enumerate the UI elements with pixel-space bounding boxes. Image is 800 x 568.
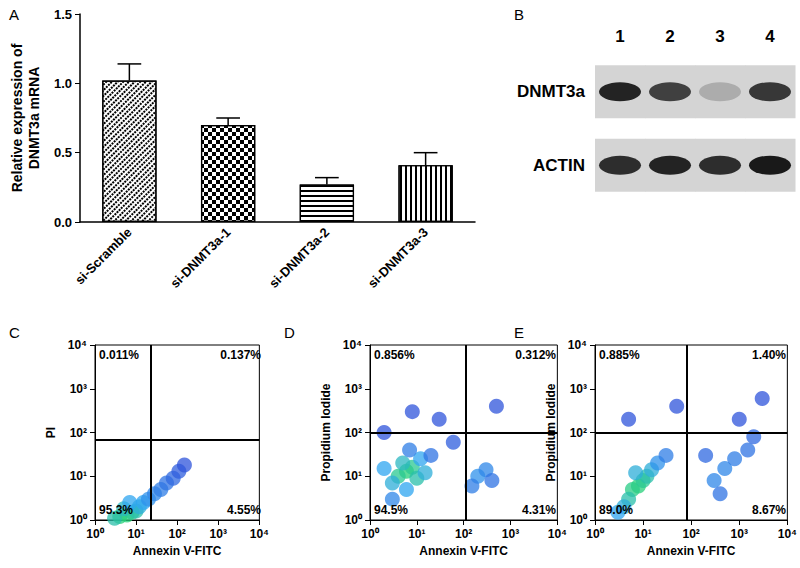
svg-text:PI: PI <box>44 427 58 438</box>
svg-text:10³: 10³ <box>570 382 587 396</box>
svg-text:1.40%: 1.40% <box>752 348 786 362</box>
svg-text:C: C <box>9 324 20 341</box>
svg-text:10⁰: 10⁰ <box>586 527 604 541</box>
svg-text:10²: 10² <box>169 527 186 541</box>
svg-text:si-DNMT3a-2: si-DNMT3a-2 <box>266 225 332 291</box>
svg-text:10³: 10³ <box>731 527 748 541</box>
svg-text:B: B <box>514 6 524 23</box>
svg-text:10¹: 10¹ <box>408 527 425 541</box>
svg-text:si-DNMT3a-3: si-DNMT3a-3 <box>365 225 431 291</box>
svg-text:4.31%: 4.31% <box>522 503 556 517</box>
svg-text:E: E <box>514 324 524 341</box>
svg-text:3: 3 <box>715 27 724 46</box>
svg-text:10¹: 10¹ <box>70 469 87 483</box>
svg-text:0.011%: 0.011% <box>99 348 139 362</box>
svg-text:10³: 10³ <box>345 382 362 396</box>
svg-text:10⁴: 10⁴ <box>250 527 269 541</box>
svg-text:0.0: 0.0 <box>54 215 72 230</box>
svg-text:95.3%: 95.3% <box>99 503 133 517</box>
svg-text:si-Scramble: si-Scramble <box>72 225 135 288</box>
svg-text:4: 4 <box>765 27 775 46</box>
svg-text:10⁴: 10⁴ <box>343 338 362 352</box>
svg-text:0.5: 0.5 <box>54 145 72 160</box>
svg-text:10⁰: 10⁰ <box>86 527 104 541</box>
svg-text:D: D <box>284 324 295 341</box>
svg-text:10¹: 10¹ <box>634 527 651 541</box>
svg-text:0.856%: 0.856% <box>374 348 415 362</box>
svg-text:10²: 10² <box>345 426 362 440</box>
svg-text:1.5: 1.5 <box>54 7 72 22</box>
svg-text:ACTIN: ACTIN <box>533 156 585 175</box>
svg-text:4.55%: 4.55% <box>227 503 261 517</box>
svg-text:10⁰: 10⁰ <box>70 513 88 527</box>
svg-text:89.0%: 89.0% <box>599 503 633 517</box>
svg-text:10⁰: 10⁰ <box>361 527 379 541</box>
svg-text:10¹: 10¹ <box>570 469 587 483</box>
svg-text:10⁰: 10⁰ <box>570 513 588 527</box>
svg-text:10²: 10² <box>683 527 700 541</box>
svg-text:10⁴: 10⁴ <box>568 338 587 352</box>
svg-text:8.67%: 8.67% <box>752 503 786 517</box>
svg-text:Annexin V-FITC: Annexin V-FITC <box>647 544 736 558</box>
svg-text:10³: 10³ <box>502 527 519 541</box>
svg-text:Annexin V-FITC: Annexin V-FITC <box>419 544 508 558</box>
svg-text:10⁴: 10⁴ <box>778 527 797 541</box>
svg-text:10²: 10² <box>70 426 87 440</box>
svg-text:A: A <box>9 6 19 23</box>
svg-text:10²: 10² <box>570 426 587 440</box>
svg-text:10⁴: 10⁴ <box>548 527 567 541</box>
svg-text:10⁴: 10⁴ <box>68 338 87 352</box>
svg-text:10³: 10³ <box>70 382 87 396</box>
svg-text:10³: 10³ <box>210 527 227 541</box>
svg-text:1: 1 <box>615 27 624 46</box>
svg-text:0.137%: 0.137% <box>220 348 261 362</box>
svg-text:0.312%: 0.312% <box>515 348 556 362</box>
svg-text:DNMT3a: DNMT3a <box>517 82 586 101</box>
svg-text:DNMT3a mRNA: DNMT3a mRNA <box>26 67 42 170</box>
svg-text:Propidium Iodide: Propidium Iodide <box>544 383 558 481</box>
svg-text:Annexin V-FITC: Annexin V-FITC <box>133 544 222 558</box>
svg-text:Propidium Iodide: Propidium Iodide <box>319 383 333 481</box>
svg-text:10¹: 10¹ <box>345 469 362 483</box>
svg-text:0.885%: 0.885% <box>599 348 640 362</box>
svg-text:2: 2 <box>665 27 674 46</box>
svg-text:si-DNMT3a-1: si-DNMT3a-1 <box>167 225 233 291</box>
svg-text:10²: 10² <box>455 527 472 541</box>
svg-text:10¹: 10¹ <box>127 527 144 541</box>
svg-text:Relative expression of: Relative expression of <box>9 43 25 192</box>
svg-text:1.0: 1.0 <box>54 76 72 91</box>
svg-text:94.5%: 94.5% <box>374 503 408 517</box>
svg-text:10⁰: 10⁰ <box>345 513 363 527</box>
